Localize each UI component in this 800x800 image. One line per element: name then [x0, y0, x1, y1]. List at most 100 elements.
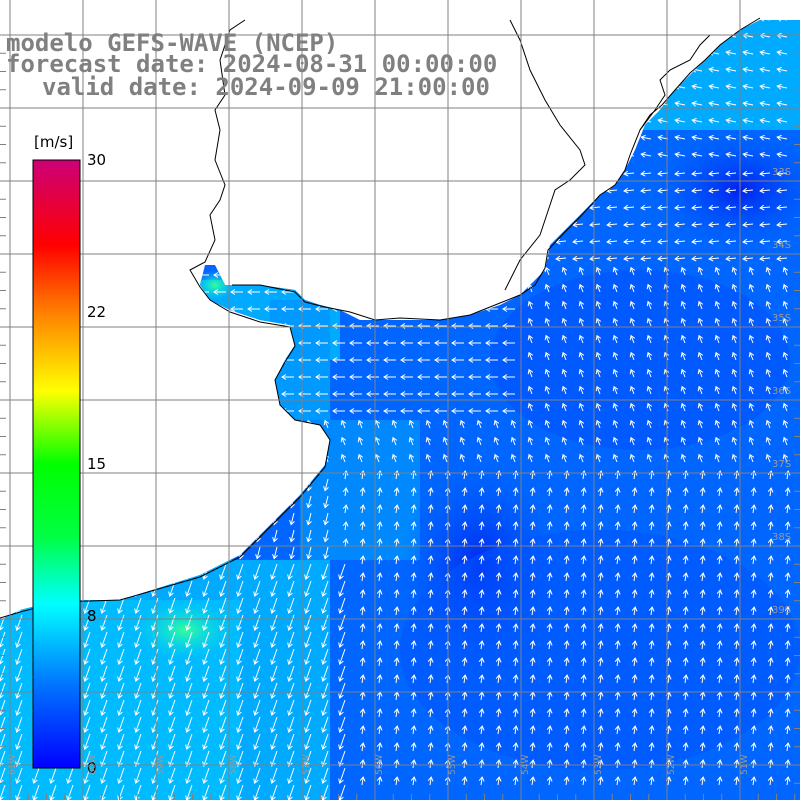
wind-arrow	[410, 504, 417, 514]
wind-arrow	[349, 340, 362, 346]
wind-arrow	[283, 102, 295, 109]
wind-arrow	[300, 170, 312, 177]
wind-arrow	[0, 272, 5, 278]
wind-arrow	[427, 657, 434, 667]
wind-arrow	[578, 453, 585, 463]
wind-arrow	[253, 784, 261, 800]
wind-arrow	[96, 170, 108, 177]
wind-arrow	[202, 784, 210, 800]
wind-arrow	[136, 495, 142, 509]
wind-arrow	[147, 119, 159, 126]
wind-arrow	[321, 648, 329, 665]
wind-arrow	[427, 487, 434, 497]
wind-arrow	[0, 682, 6, 699]
wind-arrow	[130, 255, 142, 262]
wind-arrow	[11, 187, 23, 194]
wind-arrow	[580, 640, 587, 650]
wind-arrow	[648, 572, 655, 582]
wind-arrow	[742, 255, 754, 262]
wind-arrow	[697, 453, 704, 463]
wind-arrow	[606, 51, 618, 58]
wind-arrow	[563, 725, 570, 735]
wind-arrow	[376, 759, 383, 769]
wind-arrow	[359, 589, 366, 599]
wind-arrow	[784, 742, 791, 752]
wind-arrow	[317, 187, 329, 194]
longitude-label: 56W	[375, 754, 385, 775]
wind-arrow	[96, 187, 108, 194]
wind-arrow	[782, 402, 789, 412]
wind-arrow	[317, 170, 329, 177]
wind-arrow	[151, 665, 159, 682]
wind-arrow	[434, 357, 447, 363]
wind-arrow	[487, 221, 499, 228]
wind-arrow	[640, 32, 652, 39]
wind-arrow	[629, 419, 636, 429]
wind-arrow	[640, 100, 652, 107]
wind-arrow	[270, 767, 278, 784]
wind-arrow	[546, 504, 553, 514]
wind-arrow	[425, 436, 432, 446]
wind-arrow	[136, 453, 143, 463]
wind-arrow	[266, 119, 278, 126]
wind-arrow	[185, 716, 193, 733]
wind-arrow	[782, 317, 789, 327]
wind-arrow	[631, 674, 638, 684]
wind-arrow	[368, 221, 380, 228]
wind-arrow	[289, 419, 296, 429]
wind-arrow	[572, 85, 584, 92]
wind-arrow	[134, 733, 142, 750]
wind-arrow	[578, 283, 585, 293]
wind-arrow	[640, 170, 652, 177]
wind-arrow	[289, 529, 295, 543]
wind-arrow	[202, 733, 210, 750]
wind-arrow	[631, 640, 638, 650]
wind-arrow	[128, 272, 141, 278]
wind-arrow	[459, 419, 466, 429]
wind-arrow	[287, 784, 295, 800]
wind-arrow	[230, 408, 243, 414]
wind-arrow	[640, 83, 652, 90]
wind-arrow	[682, 487, 689, 497]
wind-arrow	[646, 385, 653, 395]
wind-arrow	[708, 134, 720, 141]
wind-arrow	[153, 436, 160, 446]
wind-arrow	[538, 170, 550, 177]
wind-arrow	[733, 742, 740, 752]
wind-arrow	[697, 368, 704, 378]
wind-arrow	[0, 750, 6, 767]
wind-arrow	[502, 323, 515, 329]
wind-arrow	[321, 699, 329, 716]
wind-arrow	[436, 170, 448, 177]
wind-arrow	[697, 402, 704, 412]
wind-arrow	[391, 453, 398, 463]
wind-arrow	[304, 699, 312, 716]
wind-arrow	[255, 512, 261, 526]
wind-arrow	[527, 300, 534, 310]
wind-arrow	[529, 742, 536, 752]
wind-arrow	[580, 776, 587, 786]
wind-arrow	[357, 453, 364, 463]
wind-arrow	[767, 521, 774, 531]
wind-arrow	[674, 255, 686, 262]
wind-arrow	[461, 708, 468, 718]
wind-arrow	[461, 504, 468, 514]
wind-arrow	[765, 402, 772, 412]
wind-arrow	[306, 529, 312, 543]
wind-arrow	[419, 170, 431, 177]
wind-arrow	[196, 340, 209, 346]
wind-arrow	[249, 20, 261, 24]
wind-arrow	[283, 238, 295, 245]
wind-arrow	[682, 504, 689, 514]
wind-arrow	[249, 204, 261, 211]
wind-arrow	[461, 742, 468, 752]
wind-arrow	[79, 20, 91, 24]
wind-arrow	[255, 453, 262, 463]
wind-arrow	[247, 391, 260, 397]
wind-arrow	[134, 631, 142, 648]
wind-arrow	[425, 419, 432, 429]
wind-arrow	[725, 170, 737, 177]
wind-arrow	[185, 665, 193, 682]
wind-arrow	[187, 478, 193, 492]
wind-arrow	[478, 657, 485, 667]
